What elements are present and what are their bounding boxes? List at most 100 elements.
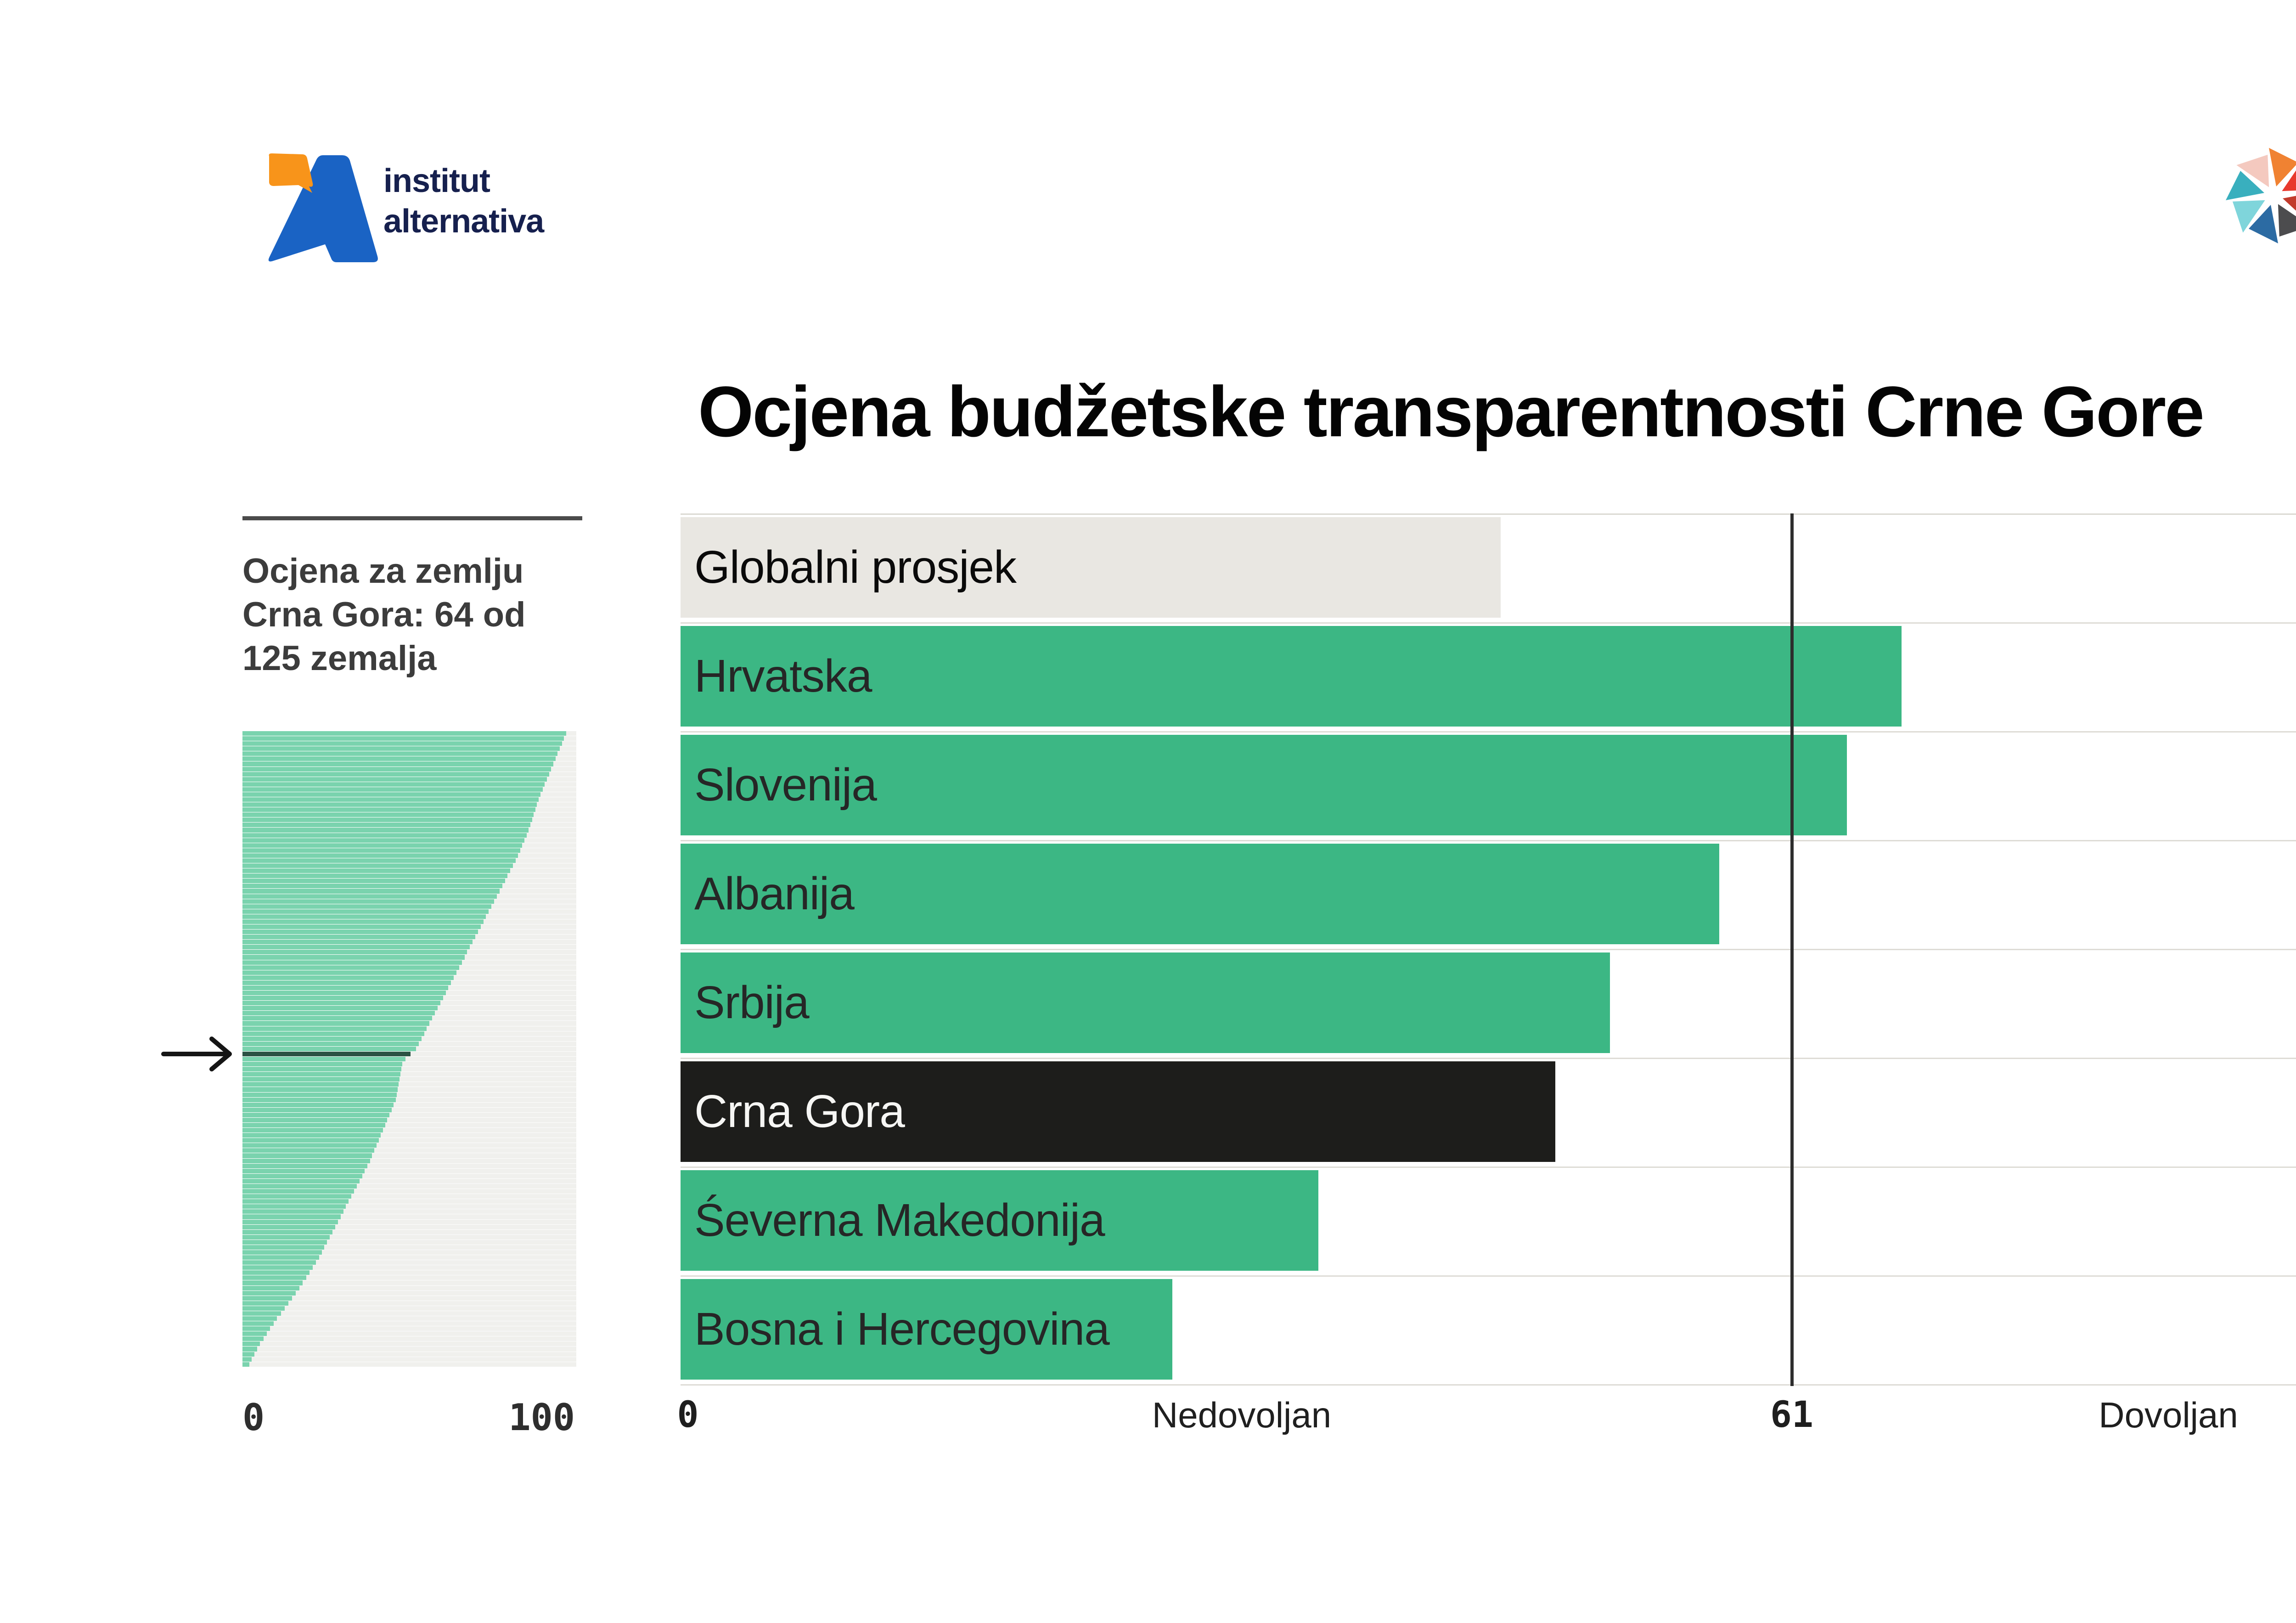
mini-bar	[242, 889, 576, 894]
mini-bar	[242, 1199, 576, 1205]
mini-bar	[242, 1077, 576, 1082]
mini-bar-fill	[242, 884, 502, 889]
mini-bar-fill	[242, 1077, 400, 1082]
mini-bar	[242, 1234, 576, 1240]
mini-bar	[242, 1194, 576, 1200]
mini-bar	[242, 736, 576, 742]
mini-bar-fill	[242, 1087, 398, 1092]
mini-bar	[242, 1168, 576, 1174]
mini-bar-fill	[242, 1265, 313, 1270]
mini-bar	[242, 853, 576, 858]
transparency-bar-chart: Globalni prosjek45Hrvatska67Slovenija64A…	[681, 513, 2296, 1386]
mini-bar	[242, 848, 576, 853]
mini-bar-fill	[242, 1036, 422, 1041]
mini-bar	[242, 1260, 576, 1266]
logo-a-shape	[268, 155, 378, 262]
ibp-pinwheel-blade	[2269, 148, 2296, 186]
mini-bar-fill	[242, 1306, 285, 1311]
mini-bar-fill	[242, 1229, 333, 1234]
mini-bar	[242, 1336, 576, 1342]
mini-bar-fill	[242, 802, 537, 807]
mini-bar-fill	[242, 1224, 335, 1229]
bar-label: Hrvatska	[694, 650, 872, 702]
mini-bar-fill	[242, 812, 534, 817]
mini-bar-fill	[242, 1011, 435, 1016]
mini-bar-fill	[242, 761, 554, 766]
mini-bar	[242, 1296, 576, 1301]
mini-bar-fill	[242, 766, 551, 772]
mini-bar	[242, 1123, 576, 1128]
axis-label-0: 0	[677, 1394, 699, 1436]
mini-bar	[242, 1092, 576, 1098]
chart-row: Hrvatska67	[681, 626, 2296, 733]
score-distribution-chart	[242, 731, 576, 1367]
mini-bar-fill	[242, 1326, 270, 1331]
mini-bar-fill	[242, 1280, 303, 1285]
chart-row: Srbija51	[681, 952, 2296, 1059]
mini-bar	[242, 787, 576, 792]
ibp-pinwheel-blade	[2283, 191, 2296, 220]
mini-bar-fill	[242, 1296, 293, 1301]
mini-bar-fill	[242, 1026, 427, 1031]
mini-bar	[242, 894, 576, 899]
mini-bar	[242, 1102, 576, 1108]
mini-bar	[242, 1006, 576, 1011]
mini-bar-fill	[242, 1143, 377, 1148]
chart-row: Globalni prosjek45	[681, 517, 2296, 624]
mini-bar-fill	[242, 838, 524, 843]
mini-bar-fill	[242, 1158, 370, 1163]
mini-bar-fill	[242, 863, 513, 868]
bar: Crna Gora	[681, 1061, 1555, 1162]
mini-bar	[242, 741, 576, 747]
mini-bar	[242, 1311, 576, 1316]
mini-bar-fill	[242, 1153, 372, 1158]
mini-bar	[242, 975, 576, 981]
mini-bar-fill	[242, 1214, 341, 1219]
mini-bar-fill	[242, 985, 449, 990]
mini-bar	[242, 1107, 576, 1113]
mini-bar	[242, 1067, 576, 1072]
mini-bar	[242, 1011, 576, 1016]
mini-bar	[242, 1229, 576, 1235]
mini-bar	[242, 1219, 576, 1225]
institut-logo-text: institut alternativa	[383, 161, 544, 242]
mini-bar	[242, 1270, 576, 1276]
mini-bar	[242, 772, 576, 777]
institut-alternativa-logo: institut alternativa	[248, 138, 597, 276]
mini-bar-fill	[242, 1341, 260, 1347]
mini-bar	[242, 940, 576, 945]
mini-bar-fill	[242, 1189, 354, 1194]
mini-bar	[242, 904, 576, 909]
mini-bar	[242, 761, 576, 767]
bar-label: Bosna i Hercegovina	[694, 1303, 1110, 1355]
mini-bar-fill	[242, 945, 470, 950]
mini-bar	[242, 802, 576, 808]
mini-bar	[242, 990, 576, 996]
rank-arrow-icon	[161, 1037, 232, 1071]
mini-bar	[242, 838, 576, 843]
mini-bar	[242, 1341, 576, 1347]
mini-bar	[242, 1082, 576, 1088]
mini-bar-fill	[242, 731, 567, 736]
reference-line-61	[1790, 513, 1794, 1386]
mini-bar-fill	[242, 772, 549, 777]
chart-row: Crna Gora48	[681, 1061, 2296, 1168]
mini-bar-fill	[242, 873, 508, 879]
mini-bar-fill	[242, 1117, 388, 1123]
bar-label: Globalni prosjek	[694, 541, 1017, 593]
mini-bar	[242, 1036, 576, 1042]
mini-bar	[242, 1153, 576, 1159]
bar: Bosna i Hercegovina	[681, 1279, 1173, 1380]
mini-bar-fill	[242, 868, 511, 873]
mini-bar	[242, 970, 576, 975]
mini-bar	[242, 1331, 576, 1337]
mini-bar-fill	[242, 792, 540, 797]
mini-bar	[242, 884, 576, 889]
mini-bar	[242, 1255, 576, 1261]
mini-bar-fill	[242, 970, 456, 975]
mini-bar-fill	[242, 1168, 365, 1173]
mini-bar	[242, 807, 576, 813]
axis-zone-nedovoljan: Nedovoljan	[1152, 1395, 1332, 1435]
mini-axis-label-max: 100	[508, 1396, 575, 1439]
mini-bar-fill	[242, 1250, 322, 1255]
